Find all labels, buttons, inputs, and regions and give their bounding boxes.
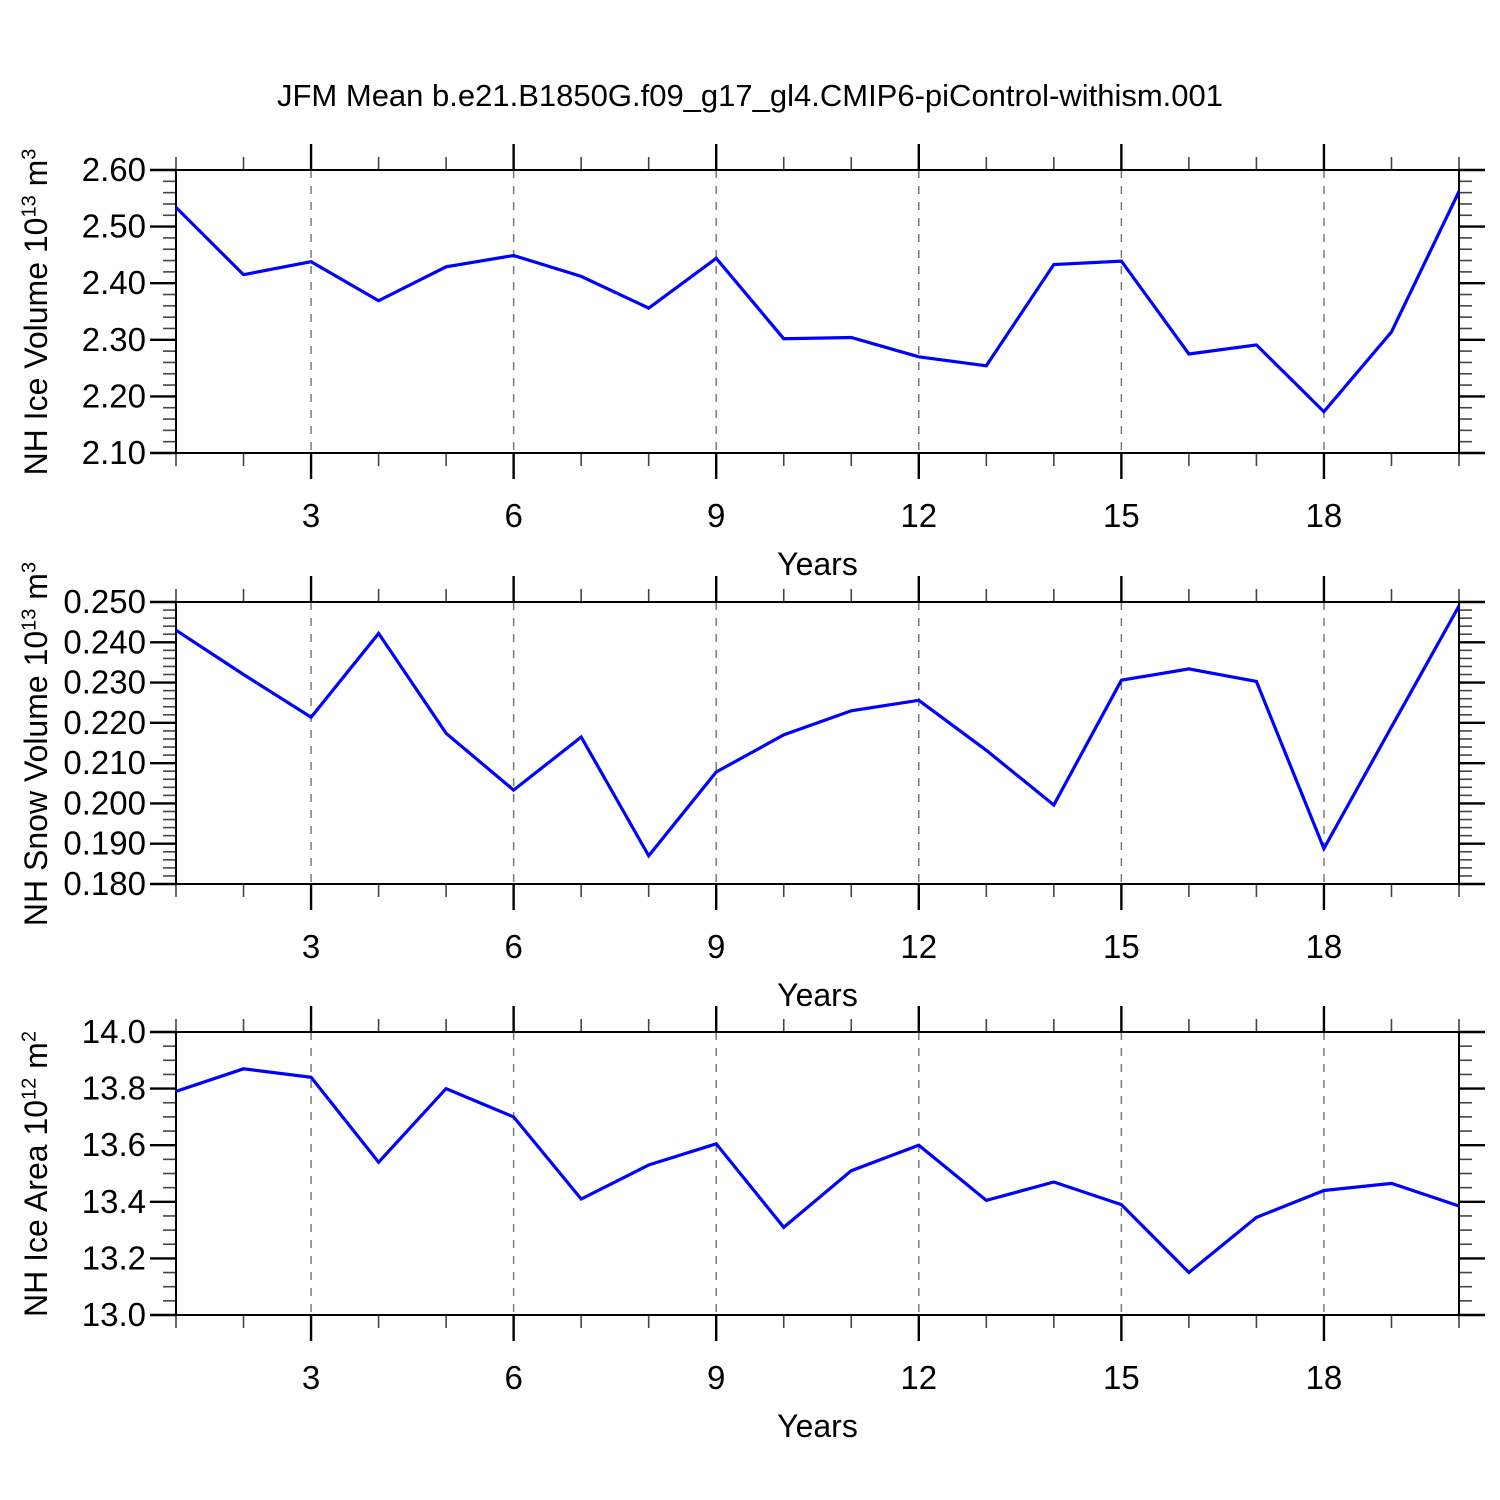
y-tick-label: 13.4 bbox=[82, 1183, 146, 1220]
y-tick-label: 0.200 bbox=[63, 784, 146, 821]
y-tick-label: 13.6 bbox=[82, 1126, 146, 1163]
x-tick-label: 15 bbox=[1103, 928, 1140, 965]
x-tick-label: 12 bbox=[900, 1359, 937, 1396]
y-tick-label: 2.60 bbox=[82, 151, 146, 188]
x-tick-label: 3 bbox=[302, 497, 320, 534]
y-tick-label: 2.20 bbox=[82, 377, 146, 414]
y-tick-label: 13.2 bbox=[82, 1239, 146, 1276]
plot-frame bbox=[175, 1031, 1460, 1316]
x-tick-label: 18 bbox=[1306, 1359, 1343, 1396]
x-tick-label: 15 bbox=[1103, 497, 1140, 534]
y-tick-label: 0.220 bbox=[63, 704, 146, 741]
x-tick-label: 9 bbox=[707, 497, 725, 534]
x-tick-label: 6 bbox=[504, 928, 522, 965]
x-tick-label: 18 bbox=[1306, 497, 1343, 534]
x-tick-label: 3 bbox=[302, 928, 320, 965]
y-tick-label: 13.8 bbox=[82, 1070, 146, 1107]
y-tick-label: 0.250 bbox=[63, 583, 146, 620]
x-axis-title: Years bbox=[777, 977, 858, 1013]
x-tick-label: 18 bbox=[1306, 928, 1343, 965]
x-tick-label: 15 bbox=[1103, 1359, 1140, 1396]
y-tick-label: 0.240 bbox=[63, 623, 146, 660]
chart-title: JFM Mean b.e21.B1850G.f09_g17_gl4.CMIP6-… bbox=[277, 78, 1223, 113]
y-tick-label: 0.180 bbox=[63, 865, 146, 902]
y-tick-label: 2.50 bbox=[82, 208, 146, 245]
x-axis-title: Years bbox=[777, 546, 858, 582]
y-tick-label: 2.10 bbox=[82, 434, 146, 471]
x-tick-label: 6 bbox=[504, 1359, 522, 1396]
x-tick-label: 12 bbox=[900, 928, 937, 965]
y-tick-label: 0.190 bbox=[63, 825, 146, 862]
y-tick-label: 2.30 bbox=[82, 321, 146, 358]
plot-frame bbox=[175, 169, 1460, 454]
plot-frame bbox=[175, 601, 1460, 885]
x-tick-label: 3 bbox=[302, 1359, 320, 1396]
x-tick-label: 12 bbox=[900, 497, 937, 534]
data-line-nh-ice-area bbox=[175, 1067, 1460, 1275]
x-tick-label: 6 bbox=[504, 497, 522, 534]
x-tick-label: 9 bbox=[707, 1359, 725, 1396]
y-tick-label: 2.40 bbox=[82, 264, 146, 301]
y-tick-label: 13.0 bbox=[82, 1296, 146, 1333]
y-tick-label: 0.210 bbox=[63, 744, 146, 781]
y-tick-label: 14.0 bbox=[82, 1013, 146, 1050]
x-axis-title: Years bbox=[777, 1408, 858, 1444]
data-line-nh-snow-volume bbox=[175, 605, 1461, 859]
data-line-nh-ice-volume bbox=[174, 190, 1461, 415]
y-tick-label: 0.230 bbox=[63, 664, 146, 701]
x-tick-label: 9 bbox=[707, 928, 725, 965]
